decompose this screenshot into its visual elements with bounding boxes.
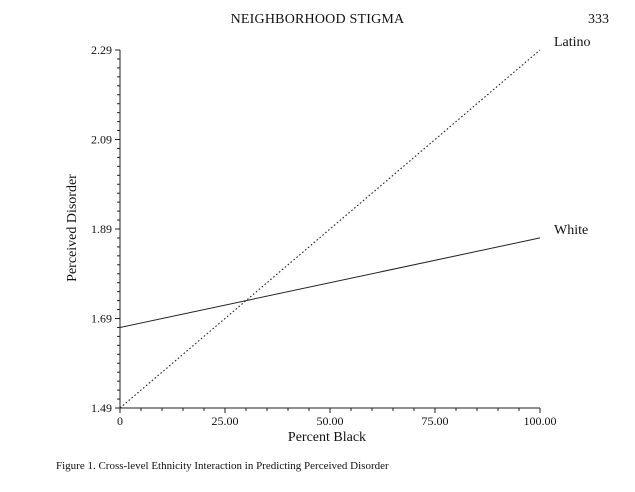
x-tick-label: 50.00 — [317, 414, 344, 428]
series-label-latino: Latino — [554, 35, 591, 50]
y-tick-label: 1.69 — [91, 312, 112, 326]
x-axis-label: Percent Black — [288, 430, 366, 445]
figure-caption: Figure 1. Cross-level Ethnicity Interact… — [56, 460, 389, 472]
series-line-latino — [119, 49, 541, 409]
series-layer: Latino White — [119, 35, 591, 409]
x-tick-label: 100.00 — [524, 414, 557, 428]
x-tick-label: 25.00 — [212, 414, 239, 428]
y-tick-label: 2.29 — [91, 43, 112, 57]
x-tick-label: 0 — [117, 414, 123, 428]
x-tick-label: 75.00 — [422, 414, 449, 428]
y-tick-label: 1.89 — [91, 222, 112, 236]
chart-axes: 1.49 1.69 1.89 2.09 2.29 0 25.00 50.00 75.00 100.… — [91, 43, 557, 428]
y-tick-label: 1.49 — [91, 401, 112, 415]
running-head: NEIGHBORHOOD STIGMA — [230, 12, 405, 27]
page-number: 333 — [588, 12, 609, 27]
series-label-white: White — [554, 223, 588, 238]
y-axis-label: Perceived Disorder — [65, 174, 80, 282]
y-tick-label: 2.09 — [91, 133, 112, 147]
series-line-white — [119, 237, 541, 328]
